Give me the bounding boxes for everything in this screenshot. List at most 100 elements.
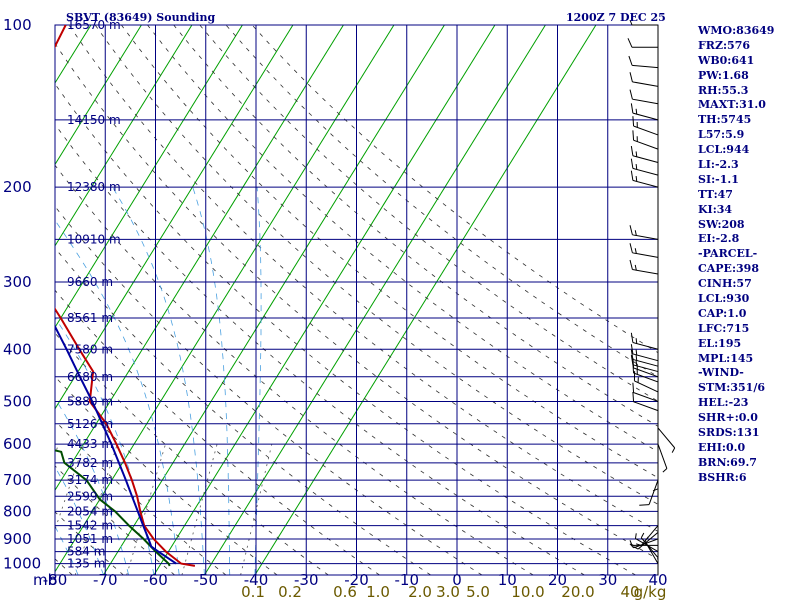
index-item: BRN:69.7	[698, 455, 757, 469]
index-item: KI:34	[698, 202, 733, 216]
wind-barb	[629, 72, 659, 87]
dry-adiabat-line	[55, 205, 483, 575]
index-item: WB0:641	[698, 53, 755, 67]
index-item: RH:55.3	[698, 83, 749, 97]
index-item: EL:195	[698, 336, 742, 350]
mixing-ratio-label: 1.0	[366, 583, 390, 600]
wind-barb	[630, 332, 659, 350]
dry-adiabat-line	[199, 25, 658, 402]
temperature-tick-label: 30	[598, 571, 617, 589]
moist-adiabat-line	[192, 186, 231, 575]
isotherm-line	[55, 25, 294, 410]
dry-adiabat-line	[55, 420, 227, 575]
dry-adiabat-line	[0, 25, 21, 575]
wind-barb	[632, 116, 659, 136]
wind-barb	[636, 525, 659, 546]
index-item: LCL:930	[698, 292, 750, 306]
sounding-profiles	[55, 25, 196, 567]
mixing-ratio-label: 0.1	[241, 583, 265, 600]
wind-barb	[630, 103, 659, 121]
isotherm-line	[153, 25, 496, 575]
index-item: -PARCEL-	[698, 247, 758, 261]
height-label: 12380 m	[67, 180, 121, 194]
isotherm-line	[203, 25, 546, 575]
temperature-tick-label: 20	[548, 571, 567, 589]
index-item: BSHR:6	[698, 470, 747, 484]
temperature-tick-label: -70	[93, 571, 118, 589]
mixing-ratio-label: 0.2	[278, 583, 302, 600]
wind-barb	[629, 243, 659, 258]
wind-barb	[657, 427, 676, 453]
moist-adiabat-line	[55, 316, 155, 575]
pressure-tick-label: 800	[3, 502, 32, 520]
wind-barb	[632, 391, 659, 412]
index-item: FRZ:576	[698, 38, 751, 52]
index-item: SI:-1.1	[698, 172, 739, 186]
temperature-tick-label: 10	[498, 571, 517, 589]
wind-barb	[629, 259, 659, 275]
dry-adiabat-line	[55, 164, 534, 575]
pressure-tick-label: 300	[3, 273, 32, 291]
height-label: 5880 m	[67, 394, 113, 408]
mixing-ratio-line	[126, 443, 166, 575]
index-item: SHR+:0.0	[698, 411, 758, 425]
index-item: SW:208	[698, 217, 745, 231]
height-label: 1542 m	[67, 519, 113, 533]
isotherm-line	[0, 25, 40, 575]
pressure-tick-label: 500	[3, 392, 32, 410]
index-item: L57:5.9	[698, 128, 745, 142]
wind-barb	[630, 349, 659, 367]
wind-barb	[630, 170, 659, 188]
moist-adiabat-lines	[55, 186, 262, 575]
wind-barb	[632, 130, 659, 150]
height-label: 3174 m	[67, 473, 113, 487]
height-label: 5126 m	[67, 417, 113, 431]
index-item: SRDS:131	[698, 426, 760, 440]
height-label: 2054 m	[67, 504, 113, 518]
dry-adiabat-line	[121, 25, 658, 479]
dry-adiabat-line	[147, 25, 658, 453]
index-item: EHI:0.0	[698, 440, 746, 454]
isotherm-line	[254, 25, 597, 575]
temperature-tick-label: -20	[344, 571, 369, 589]
mixing-ratio-line	[74, 443, 118, 575]
pressure-tick-label: 100	[3, 16, 32, 34]
dewpoint-profile	[55, 449, 171, 567]
temperature-tick-label: 40	[648, 571, 667, 589]
sounding-indices-panel: WMO:83649 FRZ:576 WB0:641 PW:1.68 RH:55.3 MAX…	[698, 24, 798, 486]
wind-barb	[630, 344, 659, 362]
index-item: MPL:145	[698, 351, 754, 365]
moist-adiabat-line	[55, 219, 180, 575]
dry-adiabat-line	[55, 123, 585, 575]
index-item: EI:-2.8	[698, 232, 740, 246]
height-label: 7580 m	[67, 342, 113, 356]
index-item: LCL:944	[698, 143, 750, 157]
dry-adiabat-lines	[0, 25, 658, 575]
wind-barb	[657, 443, 668, 473]
moist-adiabat-line	[55, 525, 79, 575]
isotherm-line	[55, 25, 243, 329]
mixing-ratio-label: 0.6	[333, 583, 357, 600]
pressure-tick-label: 200	[3, 178, 32, 196]
wind-barb	[639, 479, 659, 506]
index-item: CINH:57	[698, 277, 752, 291]
wind-barb	[629, 89, 659, 105]
height-label: 8561 m	[67, 311, 113, 325]
wind-barb	[628, 55, 659, 69]
parcel-profile	[55, 324, 177, 565]
height-label: 10910 m	[67, 232, 121, 246]
moist-adiabat-line	[55, 466, 104, 575]
moist-adiabat-line	[112, 186, 205, 575]
temperature-tick-label: 0	[452, 571, 462, 589]
temperature-tick-label: -80	[43, 571, 68, 589]
wind-barb	[652, 462, 659, 492]
isotherm-line	[55, 25, 142, 166]
pressure-temperature-grid	[54, 24, 659, 576]
temperature-tick-label: -40	[244, 571, 269, 589]
index-item: PW:1.68	[698, 68, 749, 82]
dry-adiabat-line	[251, 25, 658, 354]
wind-barb	[633, 531, 659, 550]
mixing-ratio-line	[240, 444, 273, 575]
